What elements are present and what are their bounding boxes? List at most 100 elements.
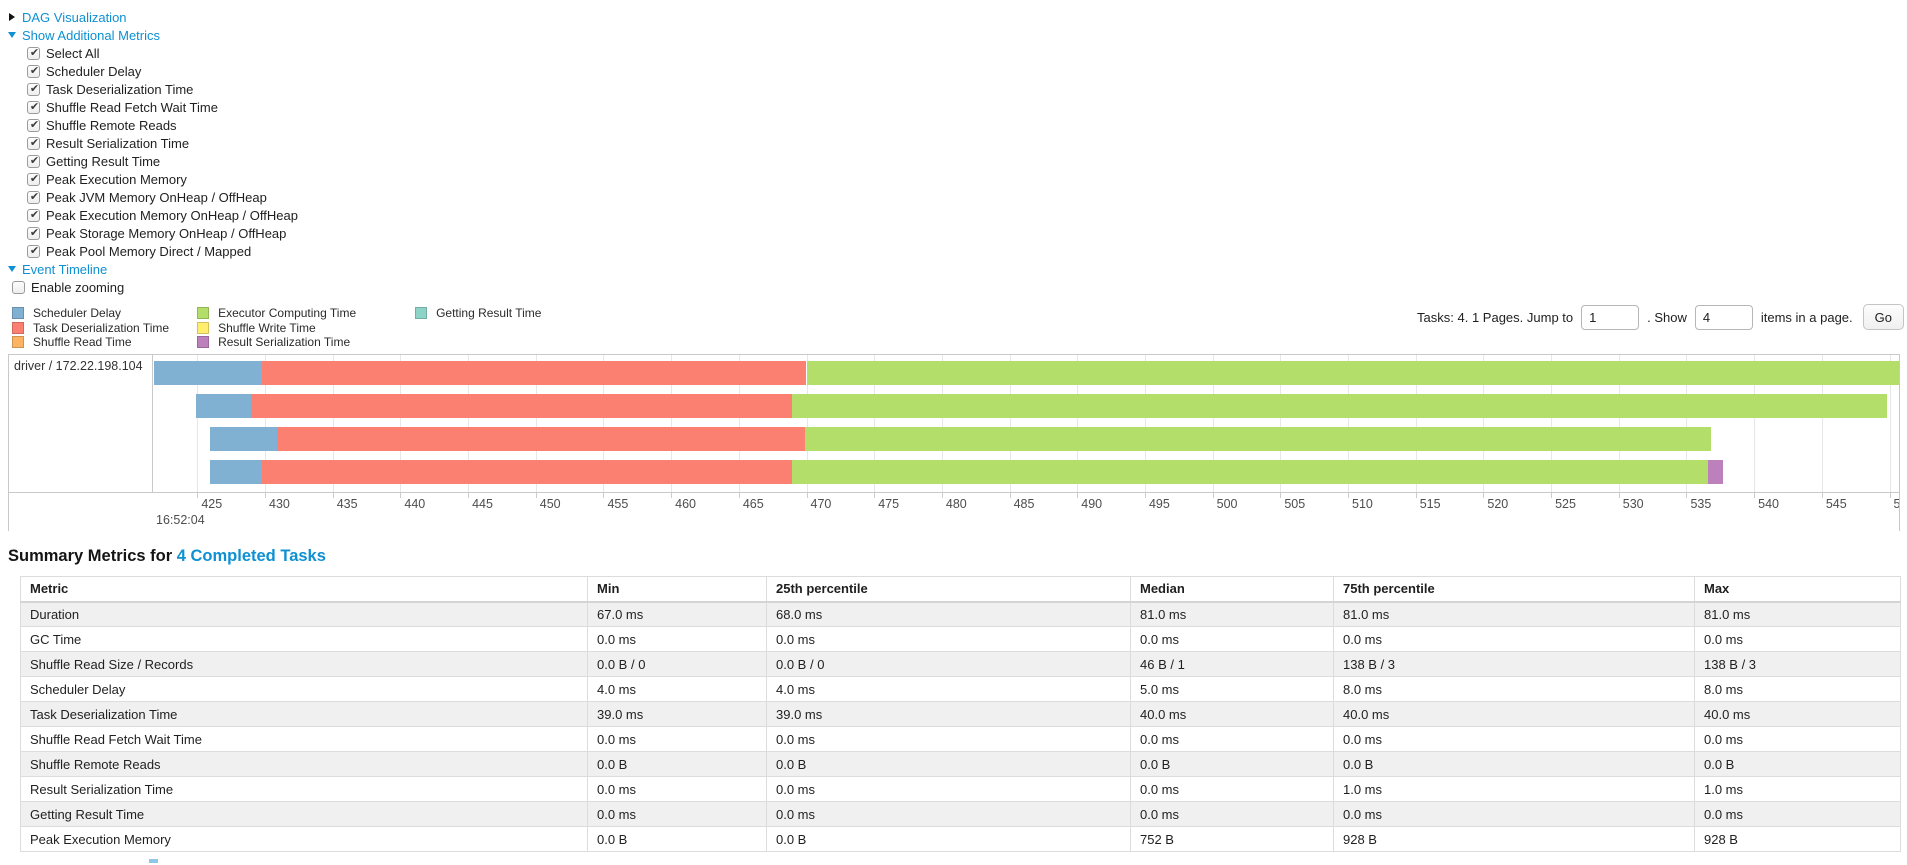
task-segment-deserialization[interactable] bbox=[262, 361, 807, 385]
task-segment-computing[interactable] bbox=[791, 394, 1887, 418]
axis-tick bbox=[1754, 493, 1756, 498]
axis-tick-label: 455 bbox=[607, 497, 629, 511]
legend-item: Result Serialization Time bbox=[197, 335, 387, 349]
metric-checkbox[interactable] bbox=[27, 64, 41, 79]
task-segment-computing[interactable] bbox=[805, 427, 1711, 451]
metric-checkbox-row[interactable]: Scheduler Delay bbox=[8, 62, 1907, 80]
task-segment-computing[interactable] bbox=[806, 361, 1899, 385]
gridline bbox=[1009, 355, 1011, 492]
task-bar[interactable] bbox=[209, 427, 1711, 451]
table-row: Scheduler Delay 4.0 ms 4.0 ms 5.0 ms 8.0 ms 8… bbox=[20, 676, 1901, 702]
legend-swatch bbox=[197, 336, 210, 348]
axis-tick bbox=[1821, 493, 1823, 498]
jump-to-page-input[interactable] bbox=[1581, 304, 1640, 330]
task-segment-deserialization[interactable] bbox=[277, 427, 806, 451]
summary-title-prefix: Summary Metrics for bbox=[8, 547, 177, 565]
axis-tick-label: 475 bbox=[878, 497, 900, 511]
event-timeline-toggle[interactable]: Event Timeline bbox=[8, 260, 1907, 278]
metric-checkbox-row[interactable]: Shuffle Remote Reads bbox=[8, 116, 1907, 134]
metric-value-cell: 0.0 B / 0 bbox=[766, 651, 1131, 677]
axis-tick bbox=[332, 493, 334, 498]
metric-checkbox[interactable] bbox=[27, 118, 41, 133]
event-timeline-label[interactable]: Event Timeline bbox=[22, 261, 108, 277]
metric-checkbox[interactable] bbox=[27, 190, 41, 205]
metric-checkbox[interactable] bbox=[27, 172, 41, 187]
metric-checkbox-row[interactable]: Select All bbox=[8, 44, 1907, 62]
metric-checkbox-row[interactable]: Peak Pool Memory Direct / Mapped bbox=[8, 242, 1907, 260]
task-segment-serialization[interactable] bbox=[1708, 460, 1723, 484]
show-additional-metrics-toggle[interactable]: Show Additional Metrics bbox=[8, 26, 1907, 44]
legend-item: Getting Result Time bbox=[415, 306, 541, 320]
table-row: Task Deserialization Time 39.0 ms 39.0 ms 4… bbox=[20, 701, 1901, 727]
legend-label: Getting Result Time bbox=[436, 306, 542, 320]
table-header-cell: Max bbox=[1694, 576, 1901, 603]
metric-checkbox[interactable] bbox=[27, 100, 41, 115]
task-segment-scheduler_delay[interactable] bbox=[195, 394, 252, 418]
axis-tick-label: 440 bbox=[404, 497, 426, 511]
metric-checkbox-row[interactable]: Task Deserialization Time bbox=[8, 80, 1907, 98]
completed-tasks-link[interactable]: 4 Completed Tasks bbox=[176, 547, 326, 565]
legend-label: Scheduler Delay bbox=[33, 306, 122, 320]
metric-value-cell: 0.0 ms bbox=[587, 726, 767, 752]
task-segment-scheduler_delay[interactable] bbox=[209, 460, 263, 484]
table-row: Shuffle Read Size / Records 0.0 B / 0 0.0 … bbox=[20, 651, 1901, 677]
legend-column: Executor Computing Time Shuffle Write Tim… bbox=[197, 306, 387, 350]
metric-value-cell: 0.0 B bbox=[1333, 751, 1695, 777]
axis-tick bbox=[1889, 493, 1891, 498]
task-segment-scheduler_delay[interactable] bbox=[209, 427, 278, 451]
axis-tick bbox=[265, 493, 267, 498]
gridline bbox=[1280, 355, 1282, 492]
items-per-page-input[interactable] bbox=[1694, 304, 1753, 330]
axis-tick bbox=[1551, 493, 1553, 498]
go-button[interactable]: Go bbox=[1862, 304, 1904, 330]
dag-visualization-toggle[interactable]: DAG Visualization bbox=[8, 8, 1907, 26]
axis-tick bbox=[468, 493, 470, 498]
task-bar[interactable] bbox=[195, 394, 1887, 418]
axis-tick bbox=[1483, 493, 1485, 498]
metric-checkbox-row[interactable]: Result Serialization Time bbox=[8, 134, 1907, 152]
show-additional-metrics-label[interactable]: Show Additional Metrics bbox=[22, 27, 161, 43]
gridline bbox=[1551, 355, 1553, 492]
metric-checkbox-row[interactable]: Getting Result Time bbox=[8, 152, 1907, 170]
axis-tick bbox=[197, 493, 199, 498]
metric-value-cell: 928 B bbox=[1333, 826, 1695, 852]
gridline bbox=[400, 355, 402, 492]
task-bar[interactable] bbox=[154, 361, 1899, 385]
metric-value-cell: 40.0 ms bbox=[1333, 701, 1695, 727]
metric-checkbox-row[interactable]: Peak Execution Memory bbox=[8, 170, 1907, 188]
task-segment-computing[interactable] bbox=[791, 460, 1709, 484]
task-segment-deserialization[interactable] bbox=[251, 394, 792, 418]
metric-value-cell: 0.0 ms bbox=[766, 801, 1131, 827]
metric-checkbox-label: Task Deserialization Time bbox=[46, 81, 194, 97]
gridline bbox=[941, 355, 943, 492]
enable-zooming-checkbox[interactable] bbox=[12, 280, 25, 294]
axis-tick-label: 515 bbox=[1419, 497, 1441, 511]
metric-checkbox-row[interactable]: Peak Execution Memory OnHeap / OffHeap bbox=[8, 206, 1907, 224]
legend-swatch bbox=[197, 321, 210, 334]
task-segment-deserialization[interactable] bbox=[262, 460, 792, 484]
metric-checkbox[interactable] bbox=[27, 244, 41, 259]
metric-checkbox[interactable] bbox=[27, 208, 41, 223]
metric-checkbox[interactable] bbox=[27, 226, 41, 241]
metric-value-cell: 0.0 ms bbox=[1694, 801, 1901, 827]
enable-zooming-checkbox-row[interactable]: Enable zooming bbox=[8, 278, 1907, 296]
metric-checkbox-label: Shuffle Read Fetch Wait Time bbox=[46, 99, 218, 115]
legend-label: Executor Computing Time bbox=[218, 306, 357, 320]
metric-value-cell: 0.0 ms bbox=[1333, 626, 1695, 652]
metric-checkbox-row[interactable]: Shuffle Read Fetch Wait Time bbox=[8, 98, 1907, 116]
metric-checkbox-row[interactable]: Peak JVM Memory OnHeap / OffHeap bbox=[8, 188, 1907, 206]
gridline bbox=[1212, 355, 1214, 492]
metric-checkbox[interactable] bbox=[27, 136, 41, 151]
dag-visualization-label[interactable]: DAG Visualization bbox=[22, 9, 127, 25]
metric-value-cell: 81.0 ms bbox=[1333, 601, 1695, 627]
metric-checkbox-row[interactable]: Peak Storage Memory OnHeap / OffHeap bbox=[8, 224, 1907, 242]
metric-checkbox[interactable] bbox=[27, 154, 41, 169]
table-header-cell: 25th percentile bbox=[766, 576, 1131, 603]
metric-checkbox[interactable] bbox=[27, 46, 41, 61]
axis-tick-label: 540 bbox=[1758, 497, 1779, 511]
axis-base-time-label: 16:52:04 bbox=[156, 513, 205, 527]
metric-checkbox[interactable] bbox=[27, 82, 41, 97]
metric-checkbox-label: Peak Execution Memory bbox=[46, 171, 187, 187]
task-segment-scheduler_delay[interactable] bbox=[154, 361, 263, 385]
task-bar[interactable] bbox=[209, 460, 1724, 484]
